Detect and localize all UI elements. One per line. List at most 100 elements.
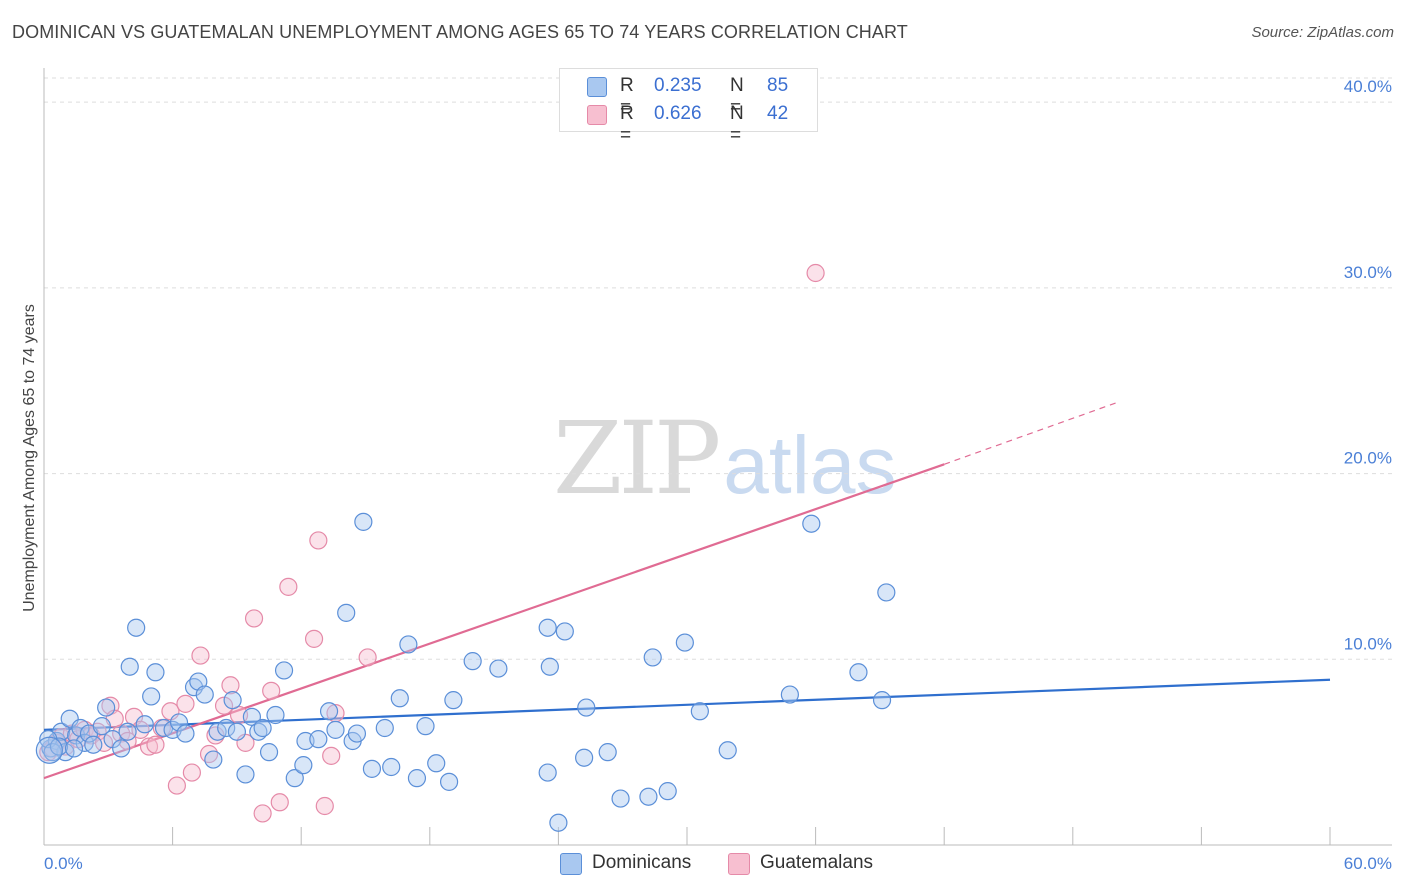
legend-r-value: 0.626 [654, 103, 702, 124]
point-guatemalan [262, 681, 281, 700]
point-dominican [274, 661, 294, 680]
point-dominican [135, 715, 154, 734]
point-dominican [326, 720, 345, 739]
point-guatemalan [806, 263, 825, 283]
x-tick-label-min: 0.0% [44, 854, 83, 873]
point-dominican [399, 635, 418, 654]
point-dominican [253, 718, 272, 738]
point-guatemalan [270, 793, 289, 812]
point-dominican [49, 737, 69, 756]
legend-n-label: N = [730, 103, 744, 146]
point-dominican [658, 782, 677, 801]
point-dominican [319, 702, 339, 721]
point-dominican [118, 722, 137, 741]
point-dominican [802, 514, 821, 533]
legend-swatch-blue [560, 853, 582, 875]
point-dominican [217, 718, 236, 738]
point-dominican [223, 691, 242, 710]
point-guatemalan [358, 648, 377, 667]
point-dominican [120, 657, 139, 676]
point-guatemalan [118, 731, 137, 751]
point-dominican [259, 743, 279, 762]
point-dominican [309, 730, 328, 749]
point-guatemalan [315, 796, 334, 816]
point-dominican [849, 663, 868, 682]
x-axis-ticks [43, 827, 1331, 845]
point-dominican [575, 748, 594, 767]
y-tick-label: 30.0% [1344, 263, 1392, 282]
point-dominican [195, 685, 214, 704]
point-dominican [382, 757, 401, 777]
point-dominican [97, 698, 116, 717]
point-dominican [146, 663, 165, 682]
point-dominican [439, 772, 459, 791]
point-dominican [639, 787, 658, 806]
point-dominican [112, 739, 131, 758]
point-dominican [169, 713, 189, 732]
y-tick-label: 20.0% [1344, 449, 1392, 468]
legend-swatch-pink [728, 853, 750, 875]
watermark-zip: ZIP [553, 400, 721, 517]
point-dominican [549, 813, 568, 832]
point-dominican [780, 685, 799, 704]
point-dominican [540, 657, 559, 676]
point-dominican [690, 702, 709, 721]
point-dominican [285, 769, 304, 788]
y-tick-label: 40.0% [1344, 77, 1392, 96]
point-dominican [236, 765, 255, 784]
point-dominican [176, 724, 195, 743]
point-guatemalan [176, 694, 195, 713]
data-points [35, 263, 896, 832]
point-guatemalan [279, 577, 298, 596]
point-dominican [555, 622, 574, 641]
point-guatemalan [253, 804, 272, 823]
point-guatemalan [244, 609, 264, 628]
point-dominican [204, 750, 223, 769]
point-guatemalan [304, 629, 324, 648]
trend-line-guatemalans [43, 463, 945, 780]
point-guatemalan [309, 531, 328, 550]
point-guatemalan [146, 735, 165, 754]
point-dominican [294, 756, 313, 775]
point-guatemalan [182, 763, 201, 782]
correlation-legend: R = 0.235 N = 85 R = 0.626 N = 42 [559, 68, 818, 146]
point-dominican [347, 724, 367, 743]
point-dominican [337, 603, 356, 622]
x-tick-label-max: 60.0% [1344, 854, 1392, 873]
y-axis-tick-labels: 10.0% 20.0% 30.0% 40.0% [1344, 77, 1392, 653]
watermark-atlas: atlas [723, 420, 897, 511]
point-dominican [354, 512, 373, 531]
gridlines [44, 77, 1392, 660]
point-dominican [84, 735, 103, 754]
point-dominican [598, 743, 617, 762]
source-credit: Source: ZipAtlas.com [1251, 24, 1394, 41]
legend-r-label: R = [620, 75, 634, 118]
point-dominican [538, 763, 557, 782]
axes [43, 68, 1392, 846]
trend-line-guatemalans-extrapolated [943, 402, 1116, 465]
legend-r-value: 0.235 [654, 75, 702, 96]
legend-n-label: N = [730, 75, 744, 118]
point-dominican [463, 652, 482, 671]
point-dominican-cluster [35, 736, 63, 764]
y-tick-label: 10.0% [1344, 634, 1392, 653]
point-dominican [266, 705, 285, 725]
point-dominican [92, 717, 111, 736]
point-dominican [444, 691, 463, 710]
point-dominican [390, 689, 409, 708]
point-dominican [538, 618, 557, 637]
point-dominican [64, 739, 84, 758]
point-dominican [375, 718, 394, 738]
legend-swatch-pink [587, 105, 607, 125]
point-guatemalan [221, 676, 240, 695]
legend-swatch-blue [587, 77, 607, 97]
legend-label-dominicans: Dominicans [592, 852, 692, 873]
legend-n-value: 42 [767, 103, 789, 124]
point-dominican [611, 789, 630, 808]
point-guatemalan [167, 776, 186, 795]
chart-title: DOMINICAN VS GUATEMALAN UNEMPLOYMENT AMO… [12, 22, 908, 42]
point-guatemalan [139, 737, 159, 756]
point-dominican [127, 618, 146, 637]
point-dominican [675, 633, 694, 652]
point-dominican [872, 691, 892, 710]
